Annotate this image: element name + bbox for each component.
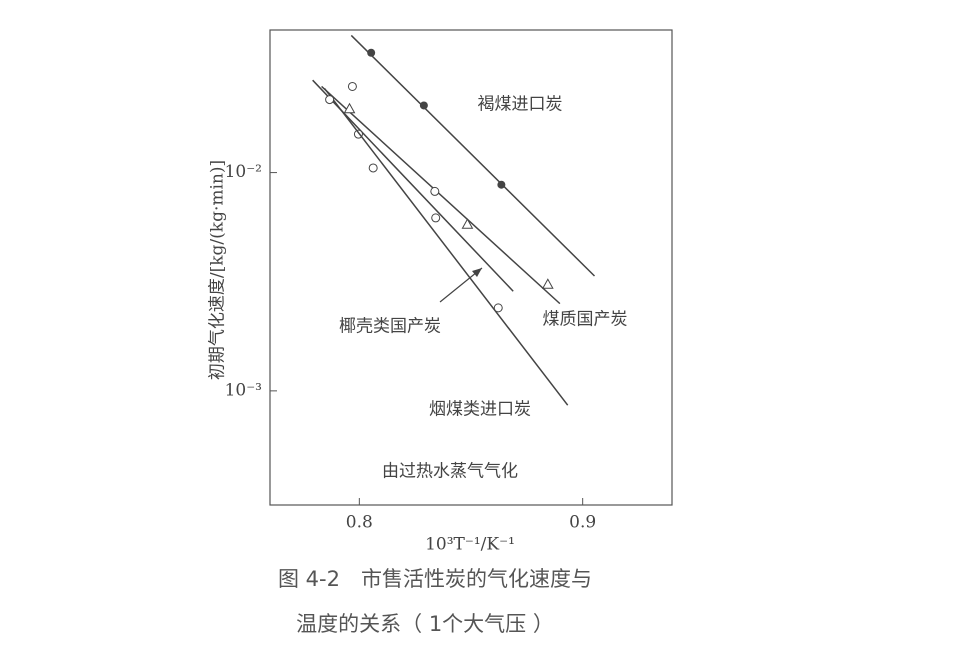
series-label: 椰壳类国产炭 bbox=[339, 317, 441, 337]
point bbox=[497, 180, 506, 189]
point bbox=[325, 95, 335, 105]
plot-frame bbox=[269, 29, 673, 506]
series-label: 煤质国产炭 bbox=[543, 310, 628, 330]
series-label: 烟煤类进口炭 bbox=[429, 400, 531, 420]
caption: 图 4-2 市售活性炭的气化速度与 bbox=[278, 567, 592, 591]
point bbox=[431, 213, 441, 223]
point bbox=[493, 303, 503, 313]
caption: 温度的关系（ 1个大气压 ） bbox=[296, 612, 554, 636]
annotation: 由过热水蒸气气化 bbox=[382, 462, 518, 482]
y-tick-label: 10⁻² bbox=[225, 162, 262, 182]
point bbox=[430, 186, 440, 196]
fit-line bbox=[350, 34, 596, 277]
fit-line bbox=[321, 85, 561, 305]
x-tick-label: 0.8 bbox=[346, 513, 373, 533]
x-tick-label: 0.9 bbox=[569, 513, 596, 533]
point bbox=[541, 278, 554, 289]
point bbox=[461, 218, 474, 229]
x-axis-label: 10³T⁻¹/K⁻¹ bbox=[425, 535, 515, 555]
y-axis-label: 初期气化速度/[kg/(kg·min)] bbox=[208, 160, 228, 380]
point bbox=[343, 102, 356, 114]
arrow-head bbox=[472, 268, 482, 277]
series-label: 褐煤进口炭 bbox=[478, 95, 563, 115]
point bbox=[368, 163, 378, 173]
point bbox=[347, 81, 357, 91]
point bbox=[367, 48, 376, 57]
fit-line bbox=[323, 87, 569, 406]
point bbox=[419, 101, 428, 110]
y-tick-label: 10⁻³ bbox=[225, 380, 262, 400]
